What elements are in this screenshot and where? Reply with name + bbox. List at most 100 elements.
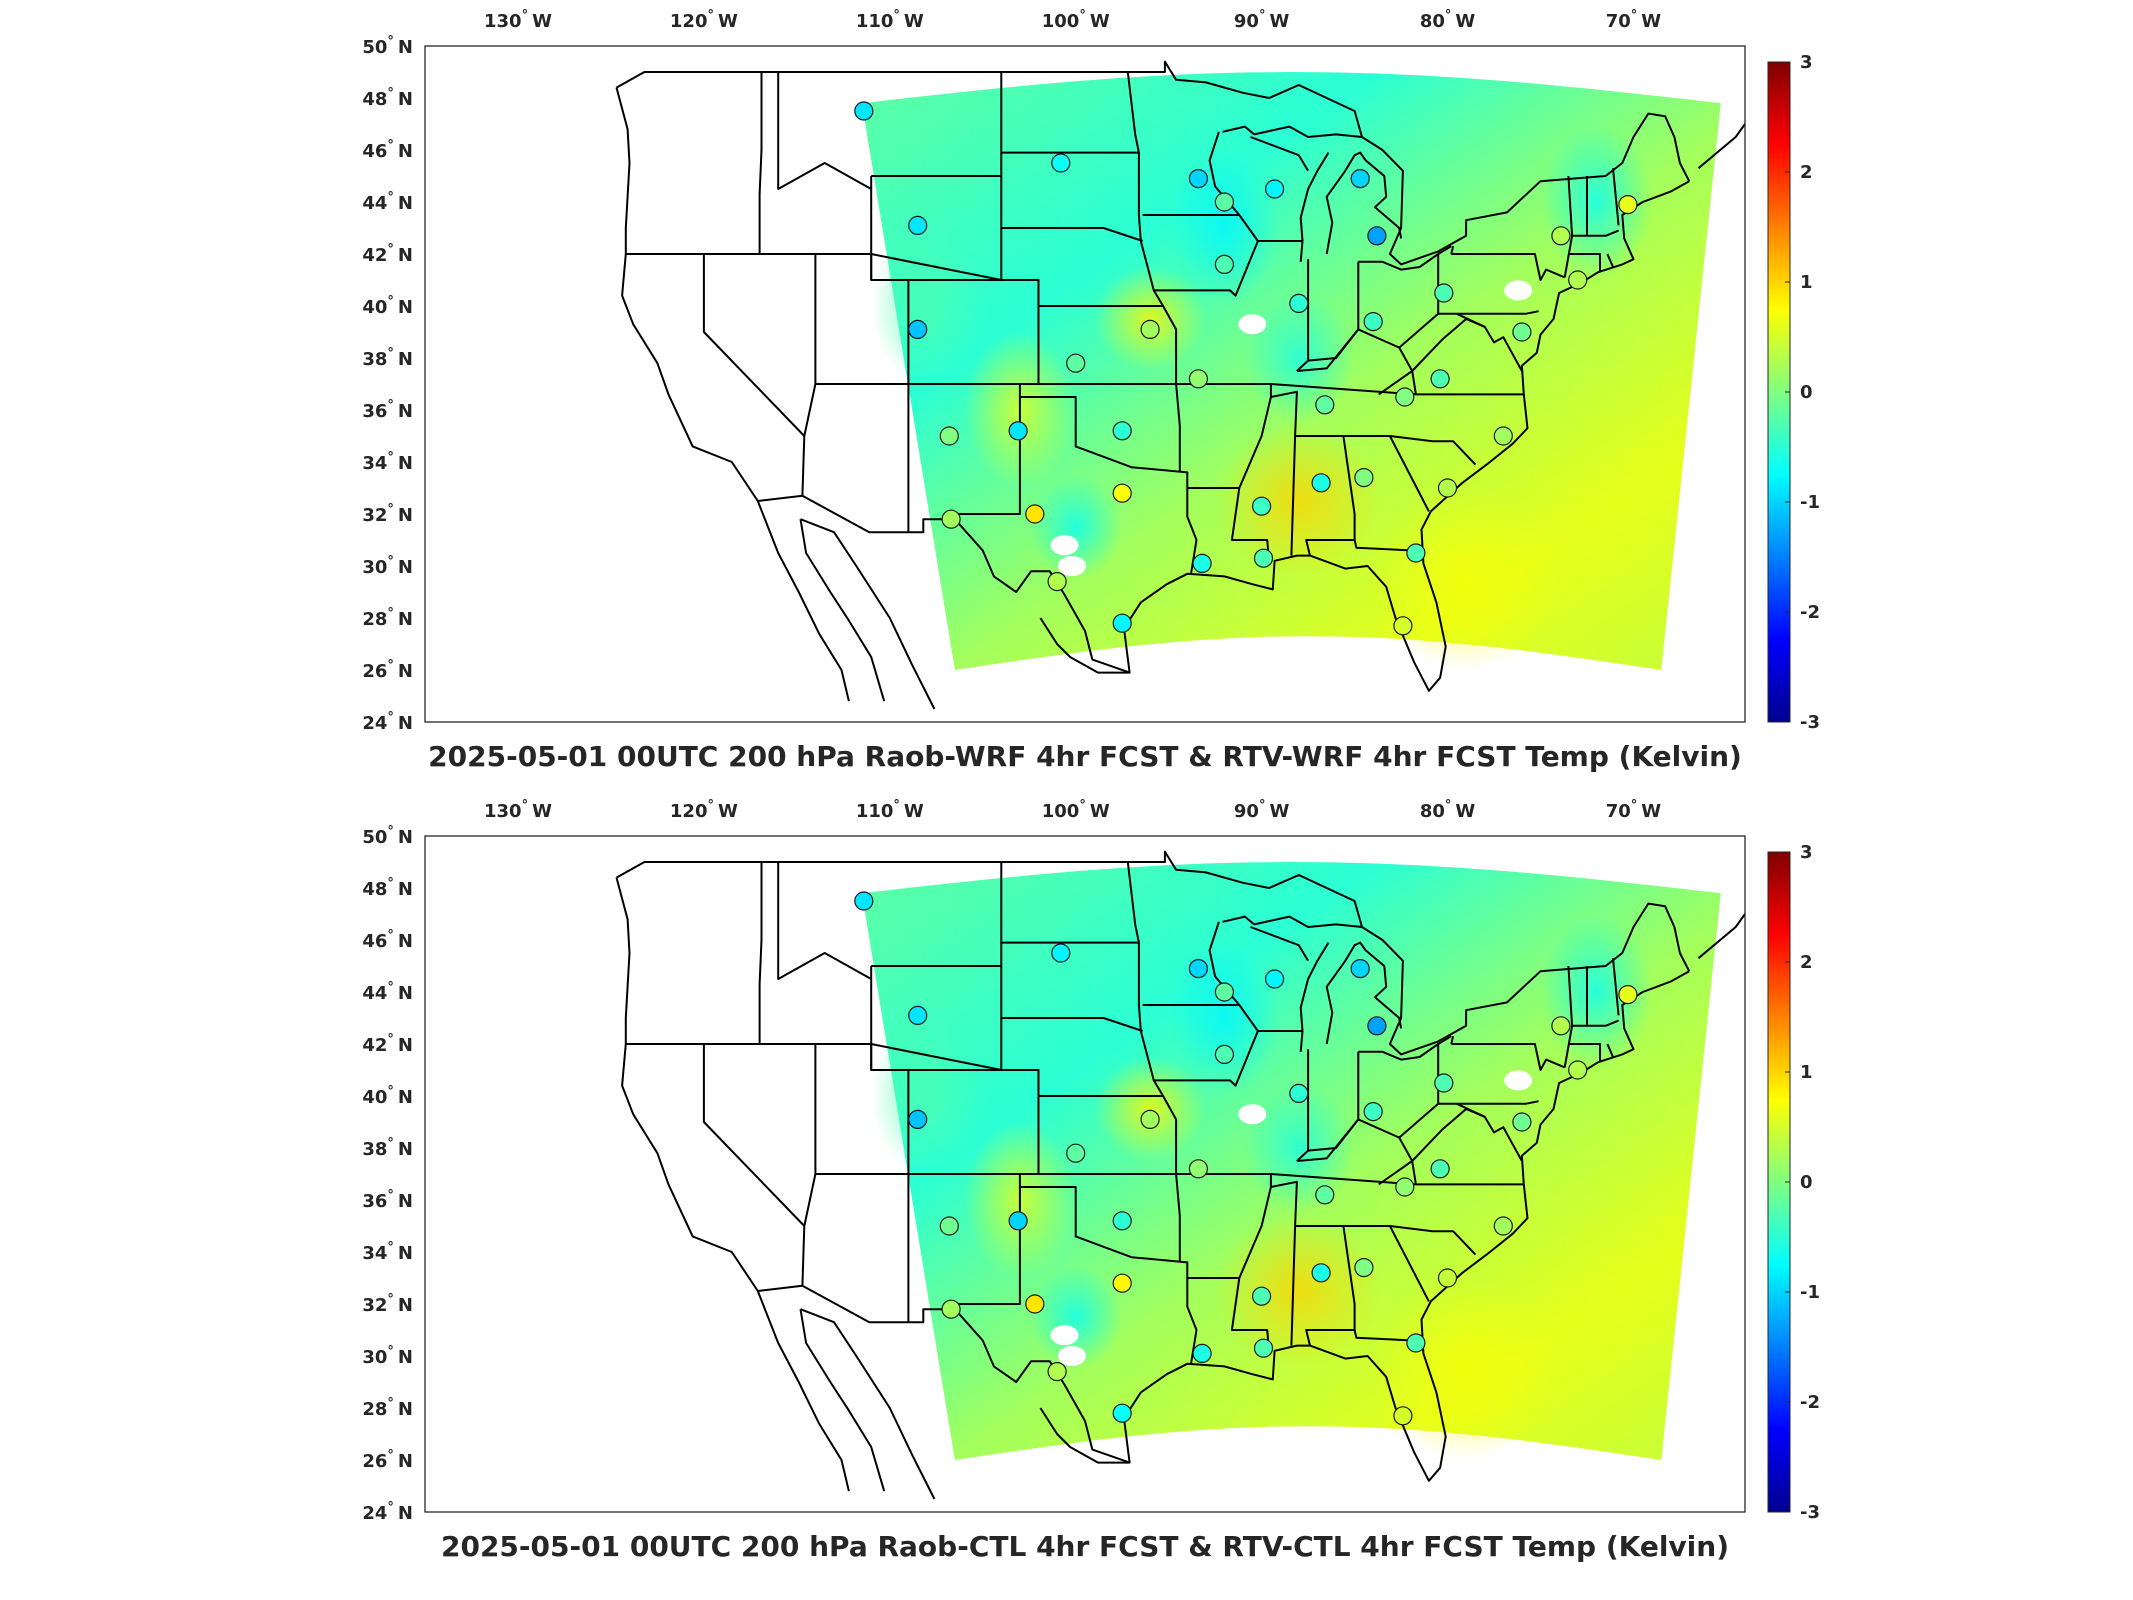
field-anomaly [1094,1057,1206,1161]
raob-station-marker [1354,1258,1374,1278]
latitude-label: 50° N [362,34,413,58]
state-border [1296,328,1414,396]
state-border [702,254,806,437]
latitude-label: 48° N [362,86,413,110]
raob-station-marker [1188,169,1209,189]
field-anomaly [1373,488,1560,670]
raob-station-marker [1051,943,1071,963]
raob-station-marker [1188,959,1209,979]
state-border [758,72,763,254]
raob-station-marker [1430,369,1450,389]
field-anomaly [871,228,983,384]
state-border [1389,1225,1430,1302]
lake-shore [1253,125,1363,138]
raob-station-marker [1367,1016,1387,1036]
state-border [777,862,872,980]
latitude-label: 26° N [362,1448,413,1472]
state-border [1389,435,1430,512]
raob-station-marker [1393,1406,1413,1426]
latitude-label: 44° N [362,190,413,214]
state-border [1250,136,1309,172]
lake-shore [1325,151,1403,255]
raob-station-marker [1289,293,1309,313]
colorbar-tick-label: 1 [1800,1062,1813,1083]
raob-station-marker [1289,1083,1309,1103]
latitude-label: 44° N [362,980,413,1004]
raob-station-marker [1354,468,1374,488]
map-figure: 130° W 120° W 110° W 100° W 90° W 80° W 70° W 50° N 48° N… [362,8,1820,773]
latitude-label: 30° N [362,1344,413,1368]
state-border [1612,168,1620,226]
state-border [1572,229,1619,237]
raob-station-marker [1568,1060,1588,1080]
raob-station-marker [1618,985,1638,1005]
raob-station-marker [854,891,874,911]
state-border [1450,1035,1455,1045]
latitude-label: 30° N [362,554,413,578]
lake-shore [1222,125,1255,136]
raob-station-marker [1192,553,1212,574]
raob-station-marker [1188,369,1209,389]
top-map-panel: 130° W 120° W 110° W 100° W 90° W 80° W 70° W 50° N 48° N… [362,8,1820,773]
raob-station-marker [1395,387,1415,407]
coastline [615,87,850,702]
raob-station-marker [1264,969,1285,989]
raob-station-marker [1025,1294,1045,1314]
state-border [1438,1100,1539,1105]
coastline [799,1309,886,1492]
bottom-map-panel: 130° W 120° W 110° W 100° W 90° W 80° W 70° W 50° N 48° N… [0,790,2133,1600]
colorbar-tick-label: -2 [1800,602,1820,623]
raob-station-marker [1350,169,1370,189]
field-anomaly [1373,1278,1560,1460]
raob-station-marker [941,509,961,529]
latitude-label: 34° N [362,1240,413,1264]
state-border [1270,390,1298,556]
raob-station-marker [1311,473,1331,493]
latitude-label: 42° N [362,1032,413,1056]
missing-data-patch [1504,1070,1533,1091]
field-anomaly [1168,150,1281,306]
colorbar-tick-label: -1 [1800,1282,1820,1303]
lake-shore [1299,942,1330,1052]
coastline [1697,912,1745,959]
lake-shore [1222,915,1255,926]
latitude-label: 32° N [362,502,413,526]
raob-station-marker [1311,1263,1331,1283]
missing-data-patch [1050,535,1079,556]
boundary-lines [615,850,1745,1500]
state-border [1451,253,1566,281]
latitude-label: 24° N [362,1500,413,1524]
raob-station-marker [908,319,928,339]
raob-station-marker [1568,270,1588,290]
colorbar-tick-label: -2 [1800,1392,1820,1413]
longitude-label: 130° W [484,798,552,822]
raob-station-marker [854,101,874,121]
raob-station-marker [1008,421,1028,441]
raob-station-marker [1434,1073,1454,1093]
latitude-label: 36° N [362,1188,413,1212]
raob-station-marker [1066,1143,1086,1163]
raob-station-marker [1192,1343,1212,1364]
longitude-label: 110° W [856,798,924,822]
field-anomaly [1029,1265,1123,1369]
raob-station-marker [1112,1273,1132,1293]
raob-station-marker [1264,179,1285,199]
latitude-label: 48° N [362,876,413,900]
raob-station-marker [1437,478,1458,498]
raob-station-marker [1363,312,1383,332]
colorbar-tick-label: -1 [1800,492,1820,513]
raob-station-marker [1493,426,1513,446]
raob-station-marker [1367,226,1387,246]
longitude-label: 70° W [1606,798,1662,822]
missing-data-patch [1504,280,1533,301]
lake-shore [1299,152,1330,262]
state-border [1411,1108,1486,1185]
coastline [800,1308,936,1500]
field-anomaly [871,1018,983,1174]
raob-station-marker [1618,195,1638,215]
coastline [800,518,936,710]
raob-station-marker [941,1299,961,1319]
longitude-label: 80° W [1420,8,1476,32]
raob-station-marker [1112,421,1132,441]
state-border [1411,318,1486,395]
